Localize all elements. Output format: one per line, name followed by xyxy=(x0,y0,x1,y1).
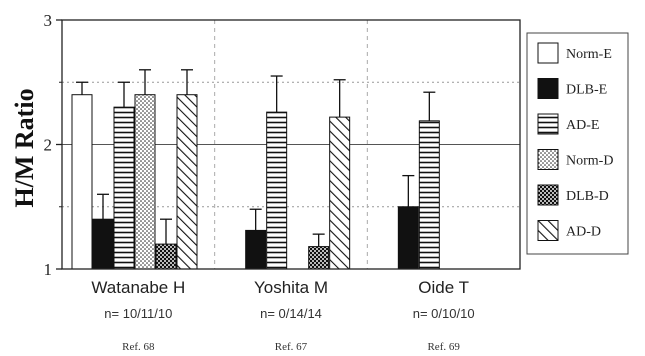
legend-swatch-dlb-e xyxy=(537,78,559,99)
y-axis-label: H/M Ratio xyxy=(10,88,39,207)
bar-ad-d-0 xyxy=(176,94,198,270)
category-label: Watanabe H xyxy=(91,278,185,297)
axes xyxy=(56,19,521,270)
y-tick-label: 2 xyxy=(44,136,53,155)
bar-dlb-e-0 xyxy=(92,218,114,270)
ref-label: Ref. 68 xyxy=(122,341,155,353)
legend: Norm-E DLB-E AD-E Norm-D DLB-D AD-D xyxy=(526,32,629,255)
legend-swatch-ad-e xyxy=(537,113,559,135)
legend-swatch-norm-d xyxy=(537,149,559,170)
legend-box xyxy=(526,32,629,255)
bar-dlb-e-1 xyxy=(245,229,267,270)
legend-swatch-ad-d xyxy=(537,220,559,241)
legend-label: Norm-D xyxy=(566,154,613,169)
bars xyxy=(71,69,440,270)
legend-label: DLB-D xyxy=(566,189,609,204)
legend-label: Norm-E xyxy=(566,47,612,62)
legend-label: DLB-E xyxy=(566,83,607,98)
bar-norm-e-0 xyxy=(71,94,93,270)
bar-dlb-e-2 xyxy=(397,206,419,270)
n-label: n= 0/14/14 xyxy=(260,306,322,321)
bar-dlb-d-0 xyxy=(155,243,177,270)
bar-dlb-d-1 xyxy=(308,246,330,270)
ref-label: Ref. 67 xyxy=(275,341,308,353)
ref-label: Ref. 69 xyxy=(427,341,460,353)
bar-ad-e-0 xyxy=(113,106,135,270)
y-tick-label: 1 xyxy=(44,260,53,279)
category-label: Yoshita M xyxy=(254,278,328,297)
y-tick-label: 3 xyxy=(44,11,53,30)
n-label: n= 0/10/10 xyxy=(413,306,475,321)
legend-swatch-norm-e xyxy=(537,42,559,64)
bar-ad-e-1 xyxy=(266,111,288,270)
category-label: Oide T xyxy=(418,278,469,297)
legend-label: AD-D xyxy=(566,225,601,240)
bar-norm-d-0 xyxy=(134,94,156,270)
n-label: n= 10/11/10 xyxy=(104,306,172,321)
legend-label: AD-E xyxy=(566,118,599,133)
bar-ad-d-1 xyxy=(329,116,351,270)
bar-ad-e-2 xyxy=(418,120,440,270)
labels: Watanabe H n= 10/11/10 Ref. 68 Yoshita M n= … xyxy=(44,11,475,353)
legend-swatch-dlb-d xyxy=(537,184,559,206)
